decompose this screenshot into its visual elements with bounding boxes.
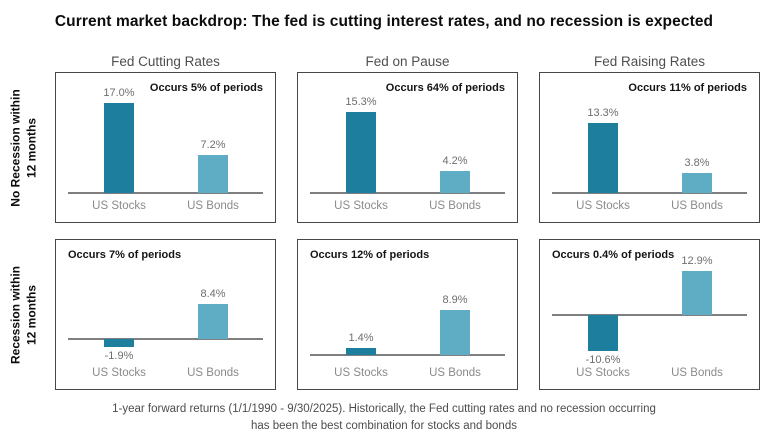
occurs-note: Occurs 64% of periods xyxy=(385,82,505,94)
value-label: 4.2% xyxy=(442,155,468,167)
chart-panel: Occurs 7% of periods -1.9% US Stocks 8.4% US… xyxy=(55,239,276,390)
category-label: US Bonds xyxy=(187,367,239,379)
bar-us-bonds xyxy=(440,310,470,355)
bar-us-bonds xyxy=(682,271,712,315)
x-axis-line xyxy=(310,192,505,194)
bar-us-bonds xyxy=(198,155,228,193)
footer-line: 1-year forward returns (1/1/1990 - 9/30/… xyxy=(112,403,656,415)
chart-panel: Occurs 5% of periods 17.0% US Stocks 7.2% US… xyxy=(55,72,276,223)
chart-panel: Occurs 12% of periods 1.4% US Stocks 8.9% US… xyxy=(297,239,518,390)
category-label: US Bonds xyxy=(187,200,239,212)
row-label-line: Recession within xyxy=(8,265,23,364)
occurs-note: Occurs 12% of periods xyxy=(310,249,430,261)
value-label: 12.9% xyxy=(681,255,713,267)
bar-us-stocks xyxy=(104,339,134,347)
row-label-no-recession: No Recession within 12 months xyxy=(9,72,53,223)
bar-us-bonds xyxy=(440,171,470,193)
column-header-fed-raising: Fed Raising Rates xyxy=(593,54,706,69)
category-label: US Bonds xyxy=(671,200,723,212)
occurs-note: Occurs 5% of periods xyxy=(149,82,263,94)
category-label: US Bonds xyxy=(429,367,481,379)
row-label-recession: Recession within 12 months xyxy=(9,239,53,390)
bar-us-stocks xyxy=(346,112,376,193)
value-label: -1.9% xyxy=(104,350,134,362)
page-title: Current market backdrop: The fed is cutt… xyxy=(54,13,714,30)
category-label: US Stocks xyxy=(576,367,630,379)
category-label: US Stocks xyxy=(576,200,630,212)
value-label: -10.6% xyxy=(585,354,621,366)
column-header-fed-cutting: Fed Cutting Rates xyxy=(111,54,220,69)
value-label: 8.4% xyxy=(200,288,226,300)
column-header-fed-pause: Fed on Pause xyxy=(365,54,450,69)
x-axis-line xyxy=(68,338,263,340)
bar-us-bonds xyxy=(682,173,712,193)
bar-us-stocks xyxy=(588,123,618,193)
chart-panel: Occurs 64% of periods 15.3% US Stocks 4.2% U… xyxy=(297,72,518,223)
category-label: US Stocks xyxy=(334,200,388,212)
value-label: 1.4% xyxy=(348,332,374,344)
x-axis-line xyxy=(68,192,263,194)
occurs-note: Occurs 7% of periods xyxy=(68,249,182,261)
value-label: 15.3% xyxy=(345,96,377,108)
row-label-line: 12 months xyxy=(24,284,39,345)
category-label: US Bonds xyxy=(671,367,723,379)
chart-panel: Occurs 11% of periods 13.3% US Stocks 3.8% U… xyxy=(539,72,760,223)
category-label: US Bonds xyxy=(429,200,481,212)
occurs-note: Occurs 0.4% of periods xyxy=(552,249,675,261)
value-label: 7.2% xyxy=(200,139,226,151)
category-label: US Stocks xyxy=(92,200,146,212)
occurs-note: Occurs 11% of periods xyxy=(628,82,747,94)
value-label: 17.0% xyxy=(103,87,135,99)
footer-note: 1-year forward returns (1/1/1990 - 9/30/… xyxy=(0,401,768,436)
bar-us-stocks xyxy=(346,348,376,355)
x-axis-line xyxy=(310,354,505,356)
bar-us-stocks xyxy=(588,315,618,351)
chart-panel: Occurs 0.4% of periods -10.6% US Stocks 12.… xyxy=(539,239,760,390)
x-axis-line xyxy=(552,192,747,194)
x-axis-line xyxy=(552,314,747,316)
footer-line: has been the best combination for stocks… xyxy=(251,420,517,433)
bar-us-stocks xyxy=(104,103,134,193)
row-label-line: No Recession within xyxy=(8,88,23,207)
value-label: 13.3% xyxy=(587,107,619,119)
category-label: US Stocks xyxy=(334,367,388,379)
bar-us-bonds xyxy=(198,304,228,339)
value-label: 3.8% xyxy=(684,157,710,169)
row-label-line: 12 months xyxy=(24,117,39,178)
value-label: 8.9% xyxy=(442,294,468,306)
category-label: US Stocks xyxy=(92,367,146,379)
